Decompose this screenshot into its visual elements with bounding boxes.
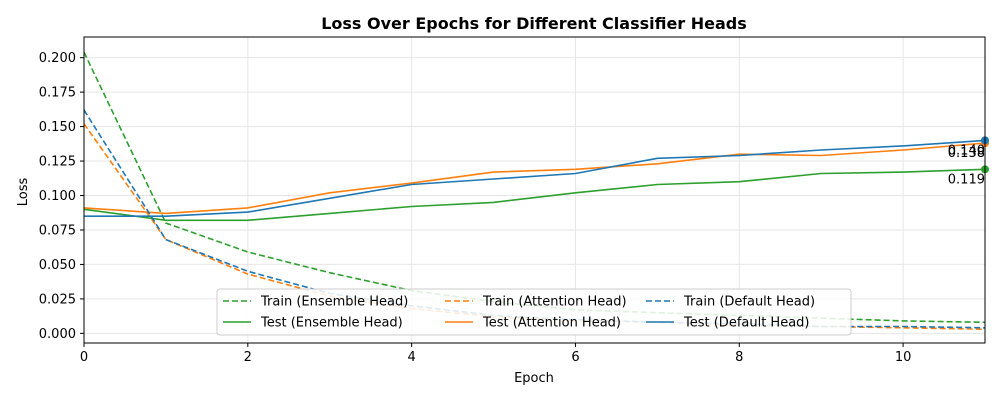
legend-label: Train (Ensemble Head) bbox=[260, 295, 408, 310]
plot-frame bbox=[83, 36, 986, 344]
legend-label: Train (Default Head) bbox=[683, 295, 815, 310]
series-line-train-ensemble-head bbox=[83, 51, 986, 324]
series-line-test-attention-head bbox=[83, 142, 986, 215]
legend-label: Train (Attention Head) bbox=[482, 295, 627, 310]
y-axis-label: Loss bbox=[16, 178, 31, 207]
x-tick-label: 0 bbox=[80, 350, 88, 365]
series-lines bbox=[83, 51, 986, 330]
y-tick-label: 0.050 bbox=[39, 258, 76, 273]
y-tick-label: 0.025 bbox=[39, 292, 76, 307]
axis-ticks: 0 2 4 6 8 10 0.000 0.025 0.050 0.075 0.100 0.125 0.1… bbox=[39, 51, 912, 365]
legend-label: Test (Default Head) bbox=[683, 316, 810, 331]
x-tick-label: 6 bbox=[571, 350, 579, 365]
series-line-test-ensemble-head bbox=[83, 168, 986, 222]
series-line-test-default-head bbox=[84, 139, 986, 217]
y-tick-label: 0.075 bbox=[39, 223, 76, 238]
legend-label: Test (Attention Head) bbox=[482, 316, 621, 331]
legend-box bbox=[216, 288, 852, 336]
legend-label: Test (Ensemble Head) bbox=[260, 316, 403, 331]
legend: Train (Ensemble Head) Test (Ensemble Head… bbox=[216, 288, 852, 336]
annotation-label: 0.138 bbox=[948, 146, 985, 161]
annotation-label: 0.119 bbox=[948, 172, 985, 187]
x-tick-label: 8 bbox=[735, 350, 743, 365]
x-axis-label: Epoch bbox=[514, 371, 554, 386]
annotation-label: 0.140 bbox=[948, 143, 985, 158]
y-tick-label: 0.200 bbox=[39, 51, 76, 66]
y-tick-label: 0.125 bbox=[39, 155, 76, 170]
y-tick-label: 0.150 bbox=[39, 120, 76, 135]
x-tick-label: 4 bbox=[407, 350, 415, 365]
chart-title: Loss Over Epochs for Different Classifie… bbox=[321, 14, 747, 33]
y-tick-label: 0.100 bbox=[39, 189, 76, 204]
y-tick-label: 0.000 bbox=[39, 327, 76, 342]
y-tick-label: 0.175 bbox=[39, 86, 76, 101]
x-tick-label: 10 bbox=[895, 350, 912, 365]
x-tick-label: 2 bbox=[244, 350, 252, 365]
grid bbox=[83, 37, 985, 343]
